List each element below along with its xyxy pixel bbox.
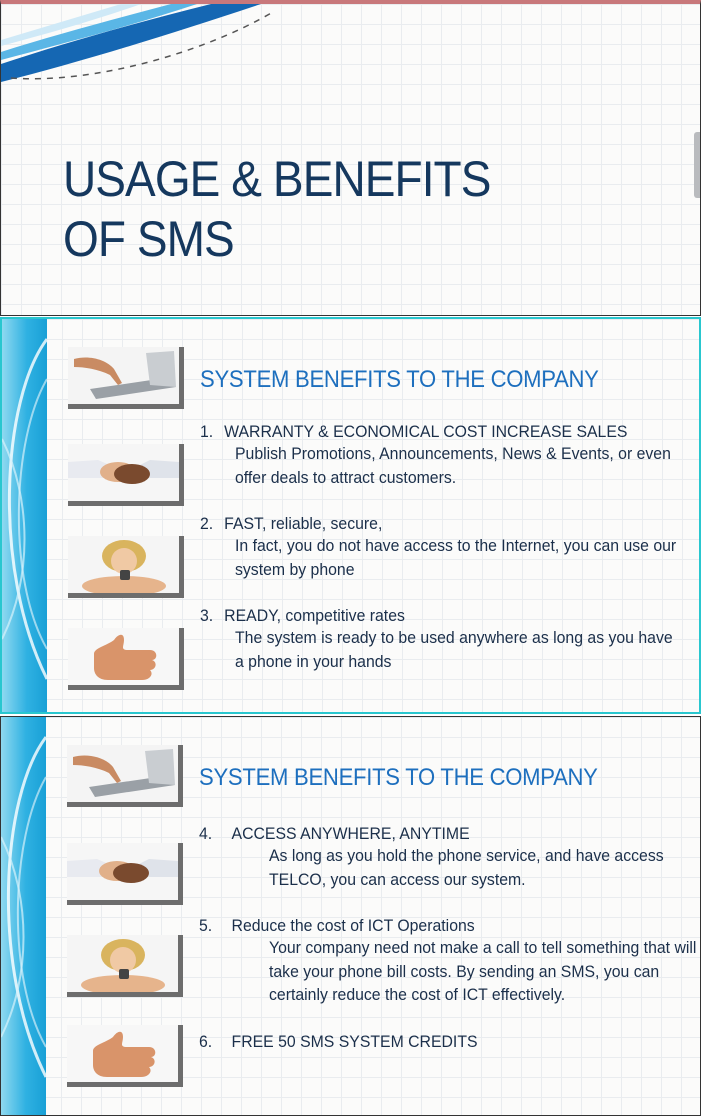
item-description: Publish Promotions, Announcements, News … xyxy=(235,444,671,487)
title-slide: USAGE & BENEFITS OF SMS xyxy=(0,0,701,316)
image-column xyxy=(63,717,188,1115)
blue-side-band xyxy=(2,319,47,712)
item-description: In fact, you do not have access to the I… xyxy=(235,536,677,579)
item-title: 3. READY, competitive rates xyxy=(200,606,658,626)
title-line-2: OF SMS xyxy=(63,211,235,267)
benefits-slide-1: SYSTEM BENEFITS TO THE COMPANY 1. WARRANT… xyxy=(0,317,701,714)
hand-typing-laptop-icon xyxy=(68,347,184,409)
item-number: 4. xyxy=(199,824,213,843)
thumbs-up-icon xyxy=(67,1025,183,1087)
item-title: 2. FAST, reliable, secure, xyxy=(200,514,658,534)
list-item: 1. WARRANTY & ECONOMICAL COST INCREASE SA… xyxy=(200,422,693,489)
item-number: 1. xyxy=(200,422,214,441)
swoosh-decoration-icon xyxy=(1,4,274,82)
item-title: 4. ACCESS ANYWHERE, ANYTIME xyxy=(199,824,659,844)
item-number: 2. xyxy=(200,514,214,533)
item-description: The system is ready to be used anywhere … xyxy=(235,628,673,671)
item-title-text: FREE 50 SMS SYSTEM CREDITS xyxy=(231,1032,478,1051)
list-item: 2. FAST, reliable, secure, In fact, you d… xyxy=(200,514,693,581)
item-title: 1. WARRANTY & ECONOMICAL COST INCREASE SA… xyxy=(200,422,658,442)
handshake-icon xyxy=(67,843,183,905)
item-title-text: FAST, reliable, secure, xyxy=(224,514,383,533)
title-line-1: USAGE & BENEFITS xyxy=(63,151,491,207)
wave-decoration-icon xyxy=(2,338,47,680)
item-number: 3. xyxy=(200,606,214,625)
item-title: 5. Reduce the cost of ICT Operations xyxy=(199,916,659,936)
list-item: 5. Reduce the cost of ICT Operations Your… xyxy=(199,916,696,1007)
item-description: Your company need not make a call to tel… xyxy=(269,938,697,1004)
list-item: 6. FREE 50 SMS SYSTEM CREDITS xyxy=(199,1032,694,1052)
handshake-icon xyxy=(68,444,184,506)
list-item: 3. READY, competitive rates The system is… xyxy=(200,606,693,673)
thumbs-up-icon xyxy=(68,628,184,690)
item-number: 6. xyxy=(199,1032,213,1051)
wave-decoration-icon xyxy=(1,736,46,1078)
item-title-text: ACCESS ANYWHERE, ANYTIME xyxy=(231,824,470,843)
image-column xyxy=(64,319,189,712)
item-description: As long as you hold the phone service, a… xyxy=(269,846,664,889)
list-item: 4. ACCESS ANYWHERE, ANYTIME As long as yo… xyxy=(199,824,694,891)
item-title-text: READY, competitive rates xyxy=(224,606,405,625)
benefits-slide-2: SYSTEM BENEFITS TO THE COMPANY 4. ACCESS … xyxy=(0,716,701,1116)
item-title: 6. FREE 50 SMS SYSTEM CREDITS xyxy=(199,1032,659,1052)
woman-with-phone-icon xyxy=(67,935,183,997)
page-title: USAGE & BENEFITS OF SMS xyxy=(63,149,491,269)
woman-with-phone-icon xyxy=(68,536,184,598)
blue-side-band xyxy=(1,717,46,1115)
item-title-text: Reduce the cost of ICT Operations xyxy=(231,916,475,935)
hand-typing-laptop-icon xyxy=(67,745,183,807)
section-heading: SYSTEM BENEFITS TO THE COMPANY xyxy=(199,764,598,791)
section-heading: SYSTEM BENEFITS TO THE COMPANY xyxy=(200,366,599,393)
scroll-tab[interactable] xyxy=(694,132,700,198)
item-title-text: WARRANTY & ECONOMICAL COST INCREASE SALE… xyxy=(224,422,628,441)
item-number: 5. xyxy=(199,916,213,935)
